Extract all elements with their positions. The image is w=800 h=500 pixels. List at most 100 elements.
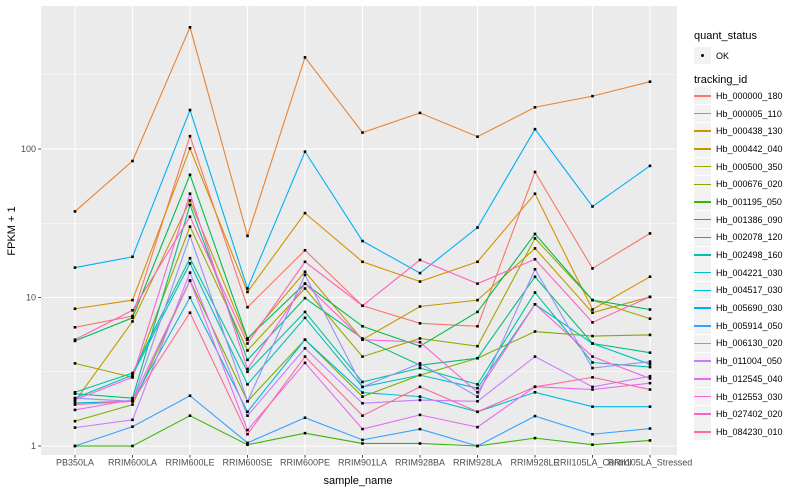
data-point-marker bbox=[303, 296, 307, 300]
legend-item[interactable]: Hb_004221_030 bbox=[694, 264, 800, 282]
data-point-marker bbox=[361, 395, 364, 398]
data-point-marker bbox=[131, 371, 134, 375]
data-point-marker bbox=[418, 280, 422, 283]
data-point-marker bbox=[476, 390, 479, 394]
tracking-id-legend-title: tracking_id bbox=[694, 74, 748, 86]
line-swatch-icon bbox=[694, 334, 711, 352]
data-point-marker bbox=[73, 266, 77, 269]
data-point-marker bbox=[303, 346, 307, 350]
legend-item[interactable]: Hb_002078_120 bbox=[694, 228, 800, 247]
data-point-marker bbox=[246, 399, 249, 403]
line-swatch-icon bbox=[694, 423, 711, 441]
data-point-marker bbox=[591, 443, 594, 447]
data-point-marker bbox=[476, 135, 479, 139]
legend-item[interactable]: Hb_005690_030 bbox=[694, 299, 800, 317]
data-point-marker bbox=[131, 373, 134, 377]
data-point-marker bbox=[648, 362, 652, 366]
data-point-marker bbox=[476, 226, 479, 229]
data-point-marker bbox=[533, 390, 537, 394]
x-tick-label: RRIM901LA bbox=[338, 458, 387, 468]
data-point-marker bbox=[188, 414, 192, 417]
data-point-marker bbox=[73, 419, 77, 423]
panel-background bbox=[41, 6, 677, 455]
data-point-marker bbox=[591, 298, 594, 302]
data-point-marker bbox=[303, 361, 307, 365]
data-point-marker bbox=[246, 349, 249, 352]
legend-item[interactable]: Hb_001386_090 bbox=[694, 211, 800, 229]
legend-label: Hb_005914_050 bbox=[716, 320, 783, 331]
data-point-marker bbox=[591, 432, 594, 436]
data-point-marker bbox=[418, 337, 422, 340]
legend-color-line bbox=[694, 360, 711, 362]
data-point-marker bbox=[648, 427, 652, 430]
data-point-marker bbox=[533, 414, 537, 418]
legend-label: Hb_012553_030 bbox=[716, 391, 783, 402]
data-point-marker bbox=[533, 355, 537, 358]
x-tick-label: RRIM600PE bbox=[280, 458, 330, 468]
legend-item[interactable]: Hb_004517_030 bbox=[694, 281, 800, 300]
legend-item[interactable]: Hb_002498_160 bbox=[694, 246, 800, 264]
legend-item[interactable]: Hb_000676_020 bbox=[694, 175, 800, 193]
data-point-marker bbox=[648, 351, 652, 354]
legend-color-line bbox=[694, 395, 711, 398]
data-point-marker bbox=[131, 425, 134, 428]
data-point-marker bbox=[648, 232, 652, 235]
data-point-marker bbox=[648, 275, 652, 279]
legend-item-ok[interactable]: OK bbox=[694, 46, 800, 65]
data-point-marker bbox=[73, 325, 77, 329]
data-point-marker bbox=[303, 270, 307, 274]
data-point-marker bbox=[361, 380, 364, 384]
data-point-marker bbox=[73, 307, 77, 311]
legend-item[interactable]: Hb_027402_020 bbox=[694, 405, 800, 423]
line-swatch-icon bbox=[694, 299, 711, 317]
legend-item[interactable]: Hb_012553_030 bbox=[694, 388, 800, 406]
data-point-marker bbox=[188, 199, 192, 202]
legend-item[interactable]: Hb_000442_040 bbox=[694, 140, 800, 158]
data-point-marker bbox=[131, 159, 134, 163]
line-swatch-icon bbox=[694, 228, 711, 246]
legend-color-line bbox=[694, 201, 711, 203]
data-point-marker bbox=[591, 94, 594, 98]
legend-item[interactable]: Hb_012545_040 bbox=[694, 370, 800, 388]
data-point-marker bbox=[476, 386, 479, 390]
legend-label: Hb_002498_160 bbox=[716, 250, 783, 261]
data-point-marker bbox=[73, 408, 77, 412]
data-point-marker bbox=[131, 376, 134, 379]
legend-label: Hb_006130_020 bbox=[716, 338, 783, 349]
data-point-marker bbox=[476, 310, 479, 314]
legend-item[interactable]: Hb_001195_050 bbox=[694, 193, 800, 211]
data-point-marker bbox=[533, 267, 537, 271]
legend-item[interactable]: Hb_084230_010 bbox=[694, 423, 800, 441]
data-point-marker bbox=[131, 444, 134, 448]
legend-color-line bbox=[694, 289, 711, 292]
legend-item[interactable]: Hb_000438_130 bbox=[694, 122, 800, 140]
x-tick-label: RRIM928LA bbox=[453, 458, 502, 468]
legend-item[interactable]: Hb_000500_350 bbox=[694, 158, 800, 176]
data-point-marker bbox=[131, 314, 134, 318]
data-point-marker bbox=[533, 105, 537, 109]
legend-color-line bbox=[694, 342, 711, 345]
data-point-marker bbox=[591, 355, 594, 358]
data-point-marker bbox=[418, 373, 422, 377]
legend-item[interactable]: Hb_000005_110 bbox=[694, 105, 800, 123]
legend-item[interactable]: Hb_005914_050 bbox=[694, 317, 800, 335]
line-swatch-icon bbox=[694, 317, 711, 335]
legend-item[interactable]: Hb_000000_180 bbox=[694, 87, 800, 105]
legend-color-line bbox=[694, 112, 711, 115]
data-point-marker bbox=[476, 399, 479, 403]
legend-item[interactable]: Hb_011004_050 bbox=[694, 352, 800, 370]
data-point-marker bbox=[188, 271, 192, 274]
data-point-marker bbox=[591, 308, 594, 311]
data-point-marker bbox=[591, 342, 594, 345]
x-tick-label: RRII105LA_Stressed bbox=[608, 458, 693, 468]
data-point-marker bbox=[303, 355, 307, 358]
legend-item[interactable]: Hb_006130_020 bbox=[694, 334, 800, 353]
data-point-marker bbox=[533, 127, 537, 131]
legend-color-line bbox=[694, 307, 711, 309]
data-point-marker bbox=[476, 356, 479, 360]
data-point-marker bbox=[361, 414, 364, 417]
legend-color-line bbox=[694, 413, 711, 415]
data-point-marker bbox=[188, 147, 192, 150]
data-point-marker bbox=[591, 405, 594, 408]
data-point-marker bbox=[131, 403, 134, 406]
